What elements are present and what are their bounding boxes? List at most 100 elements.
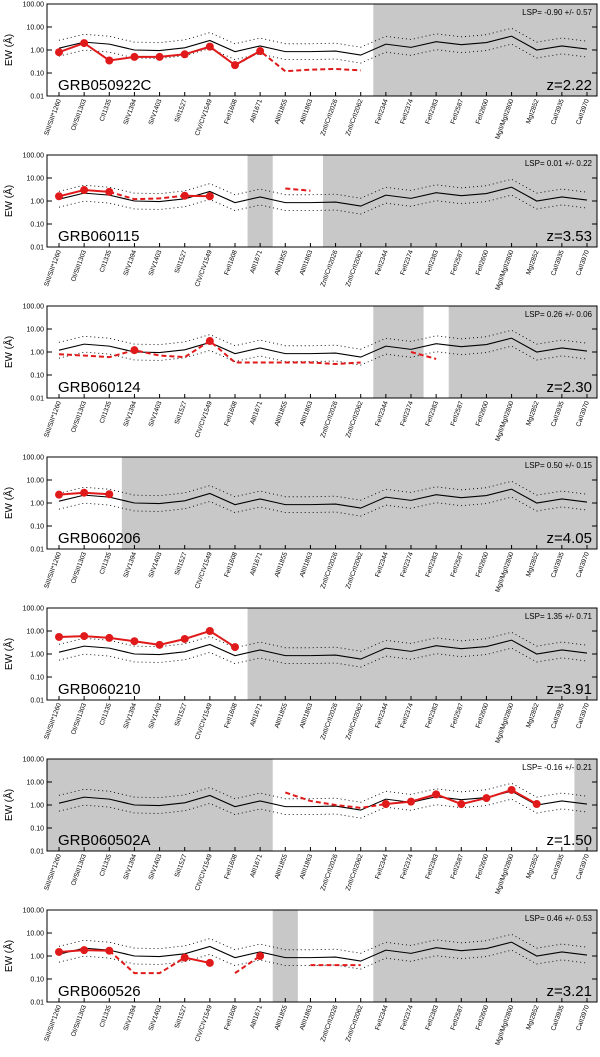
y-tick-label: 0.10 bbox=[30, 222, 44, 229]
grb-name: GRB060526 bbox=[58, 983, 141, 1000]
ew-point bbox=[381, 800, 390, 809]
x-tick-label: FeII2383 bbox=[425, 551, 441, 578]
x-tick-label: AlIII1863 bbox=[299, 400, 315, 427]
y-tick-label: 100.00 bbox=[23, 304, 45, 311]
y-tick-label: 1.00 bbox=[30, 48, 44, 55]
x-tick-label: CIV/CIV1549 bbox=[194, 98, 214, 137]
x-tick-label: FeII1608 bbox=[223, 249, 239, 276]
x-tick-label: ZnII/CrII2026 bbox=[320, 551, 340, 590]
x-tick-label: FeII2587 bbox=[450, 853, 466, 880]
x-tick-label: CII1335 bbox=[99, 1004, 114, 1028]
x-tick-label: FeII2374 bbox=[399, 400, 415, 427]
y-tick-label: 1.00 bbox=[30, 652, 44, 659]
x-tick-label: CaII3935 bbox=[550, 400, 566, 428]
x-tick-label: SiIV1394 bbox=[123, 702, 139, 730]
x-tick-label: FeII2383 bbox=[425, 249, 441, 276]
x-tick-label: AlIII1855 bbox=[274, 249, 290, 276]
x-tick-label: FeII1608 bbox=[223, 1004, 239, 1031]
x-tick-label: ZnII/CrII2026 bbox=[320, 249, 340, 288]
x-tick-label: SiII/SiII*1260 bbox=[43, 702, 63, 741]
x-tick-label: FeII2374 bbox=[399, 249, 415, 276]
x-tick-label: SiIV1403 bbox=[148, 400, 164, 428]
x-tick-label: FeII2344 bbox=[374, 702, 390, 729]
x-tick-label: FeII2383 bbox=[425, 98, 441, 125]
x-tick-label: OI/SiII1303 bbox=[70, 702, 88, 736]
y-tick-label: 1.00 bbox=[30, 954, 44, 961]
x-tick-label: FeII2344 bbox=[374, 400, 390, 427]
y-axis-label: EW (Å) bbox=[2, 185, 15, 217]
x-tick-label: CaII3935 bbox=[550, 1004, 566, 1032]
x-tick-label: FeII2374 bbox=[399, 853, 415, 880]
x-tick-label: FeII1608 bbox=[223, 400, 239, 427]
x-tick-label: SiII1527 bbox=[174, 551, 189, 576]
y-tick-label: 10.00 bbox=[26, 931, 44, 938]
grb-name: GRB060502A bbox=[58, 832, 151, 849]
y-tick-label: 0.10 bbox=[30, 675, 44, 682]
y-tick-label: 10.00 bbox=[26, 629, 44, 636]
x-tick-label: SiII/SiII*1260 bbox=[43, 1004, 63, 1043]
redshift-label: z=3.53 bbox=[547, 228, 592, 245]
x-tick-label: ZnII/CrII2026 bbox=[320, 702, 340, 741]
ew-point bbox=[205, 958, 214, 967]
ew-point bbox=[155, 640, 164, 649]
x-tick-label: MgI2852 bbox=[525, 853, 540, 880]
x-tick-label: AlIII1863 bbox=[299, 702, 315, 729]
y-tick-label: 0.10 bbox=[30, 524, 44, 531]
ew-point bbox=[105, 633, 114, 642]
redshift-label: z=2.30 bbox=[547, 379, 592, 396]
x-tick-label: SiIV1403 bbox=[148, 249, 164, 277]
y-tick-label: 0.01 bbox=[30, 547, 44, 554]
x-tick-label: MgI2852 bbox=[525, 702, 540, 729]
redshift-label: z=2.22 bbox=[547, 77, 592, 94]
x-tick-label: CaII3935 bbox=[550, 551, 566, 579]
y-tick-label: 10.00 bbox=[26, 478, 44, 485]
lsp-label: LSP= -0.16 +/- 0.21 bbox=[522, 763, 592, 772]
y-tick-label: 10.00 bbox=[26, 176, 44, 183]
x-tick-label: AlIII1855 bbox=[274, 400, 290, 427]
composite-line bbox=[58, 186, 588, 207]
x-tick-label: OI/SiII1303 bbox=[70, 98, 88, 132]
x-tick-label: FeII2587 bbox=[450, 551, 466, 578]
y-axis-label: EW (Å) bbox=[2, 34, 15, 66]
x-tick-label: CIV/CIV1549 bbox=[194, 1004, 214, 1043]
y-tick-label: 10.00 bbox=[26, 327, 44, 334]
ew-point bbox=[55, 947, 63, 956]
y-tick-label: 1.00 bbox=[30, 803, 44, 810]
ew-point bbox=[256, 47, 265, 56]
ew-point bbox=[532, 800, 541, 809]
ew-point bbox=[180, 953, 189, 962]
y-tick-label: 100.00 bbox=[23, 455, 45, 462]
x-tick-label: SiII1527 bbox=[174, 853, 189, 878]
y-tick-label: 0.10 bbox=[30, 71, 44, 78]
y-axis-label: EW (Å) bbox=[2, 940, 15, 972]
x-tick-label: AlIII1863 bbox=[299, 1004, 315, 1031]
y-tick-label: 0.01 bbox=[30, 396, 44, 403]
x-tick-label: ZnII/CrII2026 bbox=[320, 853, 340, 892]
x-tick-label: FeII2587 bbox=[450, 400, 466, 427]
y-tick-label: 0.10 bbox=[30, 977, 44, 984]
ew-point bbox=[205, 192, 214, 201]
ew-point bbox=[205, 627, 214, 635]
y-tick-label: 0.01 bbox=[30, 849, 44, 856]
x-tick-label: ZnII/CrII2062 bbox=[345, 249, 365, 288]
x-tick-label: MgII/MgII2800 bbox=[494, 853, 515, 895]
limit-segment bbox=[285, 187, 311, 192]
x-tick-label: MgII/MgII2800 bbox=[494, 1004, 515, 1046]
ew-point bbox=[507, 785, 516, 794]
ew-point bbox=[105, 187, 114, 196]
x-tick-label: CaII3970 bbox=[575, 249, 591, 277]
grb-name: GRB060124 bbox=[58, 379, 141, 396]
x-tick-label: AlIII1863 bbox=[299, 853, 315, 880]
y-tick-label: 0.01 bbox=[30, 698, 44, 705]
grb-name: GRB060206 bbox=[58, 530, 141, 547]
ew-point bbox=[180, 191, 189, 200]
x-tick-label: CIV/CIV1549 bbox=[194, 249, 214, 288]
ew-point bbox=[80, 632, 89, 641]
y-tick-label: 0.10 bbox=[30, 373, 44, 380]
ew-point bbox=[432, 790, 441, 799]
x-tick-label: SiII/SiII*1260 bbox=[43, 249, 63, 288]
